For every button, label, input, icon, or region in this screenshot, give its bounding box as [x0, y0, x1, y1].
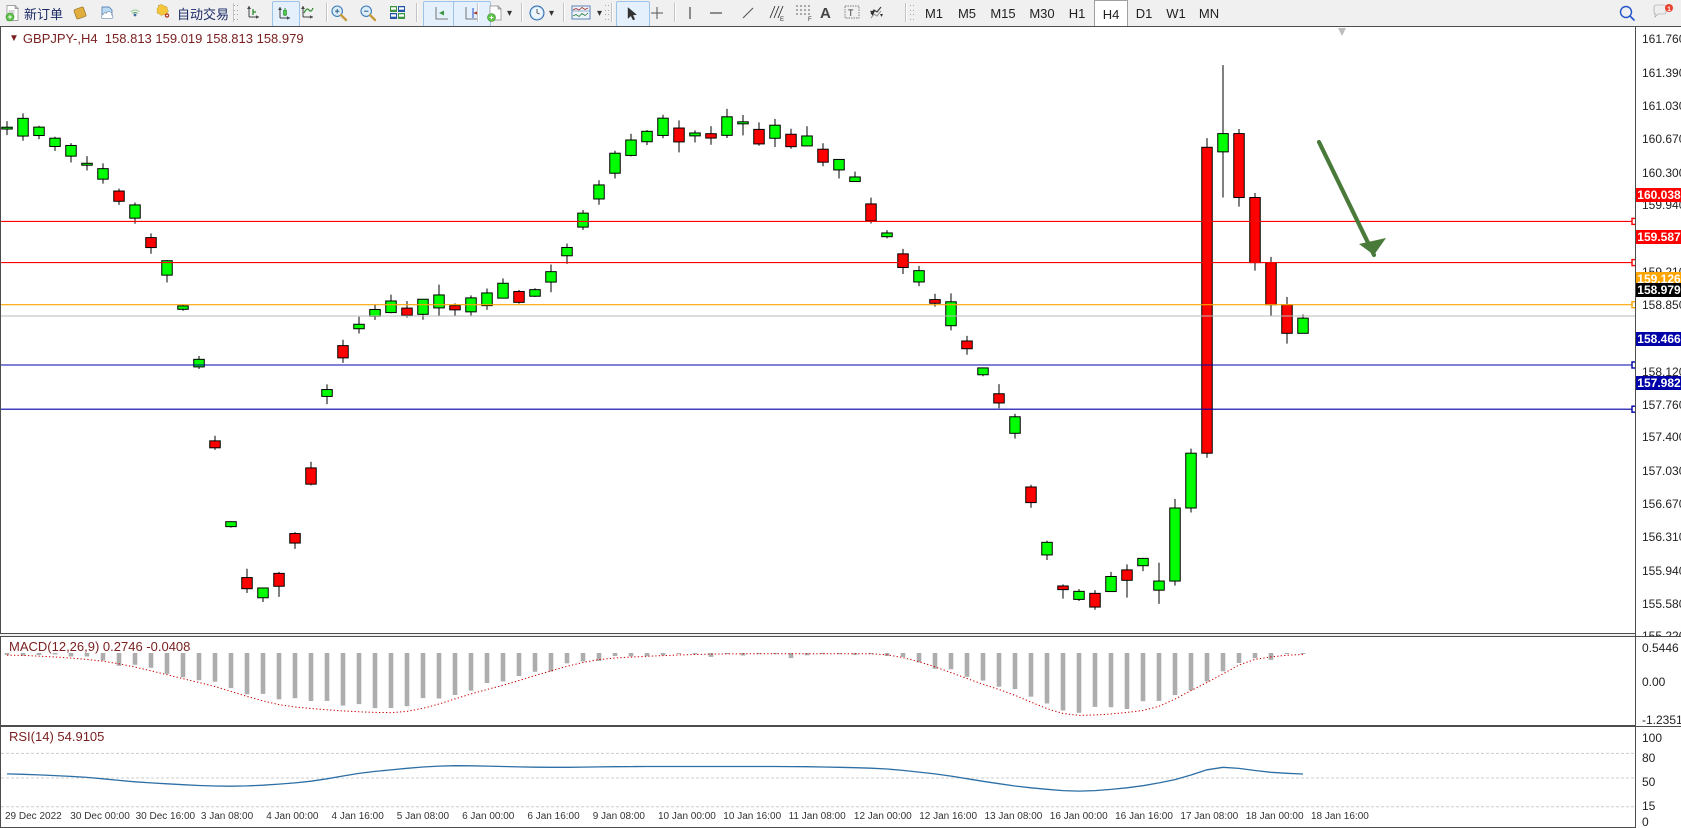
svg-text:F: F [808, 17, 812, 22]
svg-text:E: E [780, 17, 784, 22]
svg-text:T: T [848, 8, 854, 18]
svg-text:1: 1 [1667, 6, 1671, 13]
